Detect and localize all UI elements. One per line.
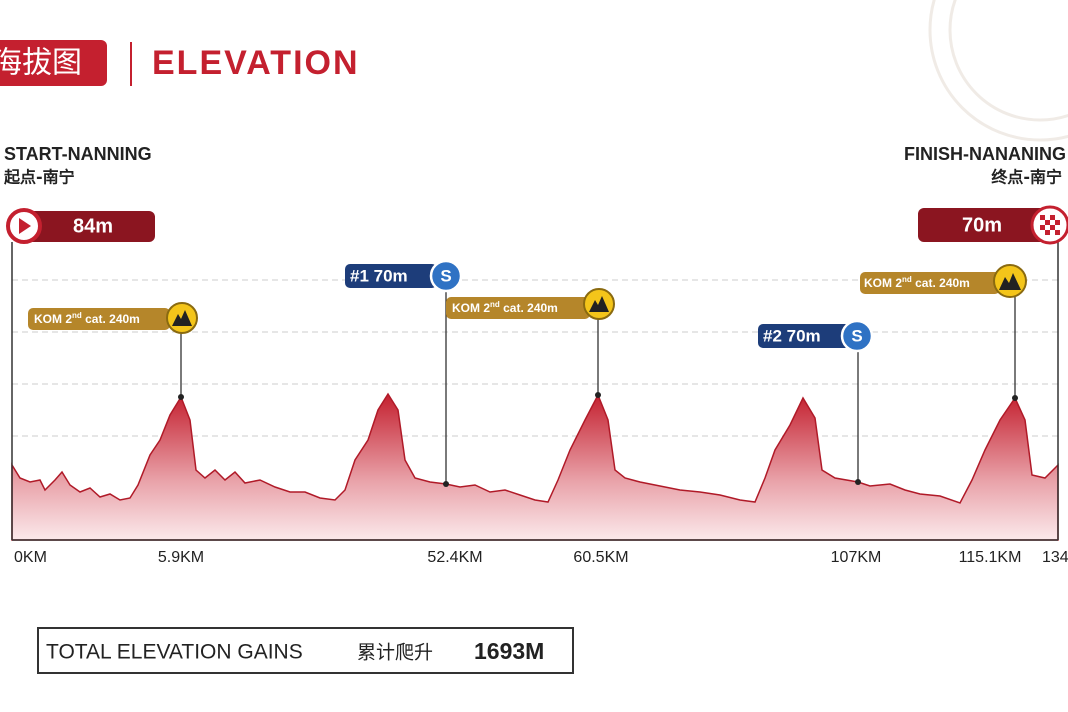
start-label-cn: 起点-南宁 xyxy=(3,168,75,187)
distance-label: 115.1KM xyxy=(959,549,1022,566)
kom-text: cat. 240m xyxy=(82,312,140,326)
sprint-badge xyxy=(758,324,850,348)
kom-badge xyxy=(28,308,170,330)
play-icon xyxy=(19,218,31,234)
kom-badge xyxy=(860,272,1000,294)
mountain xyxy=(589,296,609,312)
sprint-icon xyxy=(429,259,463,293)
mountain xyxy=(172,310,192,326)
checker xyxy=(1040,215,1060,235)
kom-text: KOM 2 xyxy=(864,276,902,290)
title: ELEVATION xyxy=(152,44,360,82)
distance-label: 5.9KM xyxy=(158,549,204,566)
watermark xyxy=(928,0,1068,142)
kom-sup: nd xyxy=(72,311,82,320)
kom-text: KOM 2 xyxy=(34,312,72,326)
header-badge xyxy=(0,40,107,86)
finish-label: FINISH-NANANING xyxy=(904,144,1066,164)
distance-label: 107KM xyxy=(831,549,882,566)
start-label: START-NANNING xyxy=(4,144,152,164)
kom-text: KOM 2 xyxy=(452,301,490,315)
kom-label: KOM 2nd cat. 240m xyxy=(452,300,558,315)
kom-label: KOM 2nd cat. 240m xyxy=(864,275,970,290)
start-elevation: 84m xyxy=(73,215,113,237)
distance-label: 60.5KM xyxy=(573,549,628,566)
sprint-icon-label: S xyxy=(851,326,862,345)
distance-label: 52.4KM xyxy=(427,549,482,566)
finish-badge xyxy=(918,208,1050,242)
total-value: 1693M xyxy=(474,638,544,664)
sprint-label: #2 70m xyxy=(763,326,821,345)
sprint-label: #1 70m xyxy=(350,266,408,285)
total-label: TOTAL ELEVATION GAINS xyxy=(46,641,303,664)
kom-label: KOM 2nd cat. 240m xyxy=(34,311,140,326)
total-box xyxy=(37,627,574,674)
distance-label: 134KM xyxy=(1042,549,1068,566)
kom-badge xyxy=(446,297,590,319)
distance-label: 0KM xyxy=(14,549,47,566)
marker-lines xyxy=(180,290,1016,484)
start-badge xyxy=(12,211,155,242)
marker-dots xyxy=(178,392,1018,487)
kom-sup: nd xyxy=(902,275,912,284)
mountain xyxy=(999,273,1021,290)
sprint-icon xyxy=(840,319,874,353)
sprint-icon-label: S xyxy=(440,266,451,285)
kom-text: cat. 240m xyxy=(912,276,970,290)
kom-text: cat. 240m xyxy=(500,301,558,315)
finish-elevation: 70m xyxy=(962,214,1002,236)
finish-label-cn: 终点-南宁 xyxy=(991,168,1062,187)
profile-area xyxy=(11,392,1059,541)
kom-sup: nd xyxy=(490,300,500,309)
title-cn: 海拔图 xyxy=(0,46,82,81)
sprint-badge xyxy=(345,264,437,288)
axes xyxy=(11,242,1059,541)
total-label-cn: 累计爬升 xyxy=(357,642,433,664)
